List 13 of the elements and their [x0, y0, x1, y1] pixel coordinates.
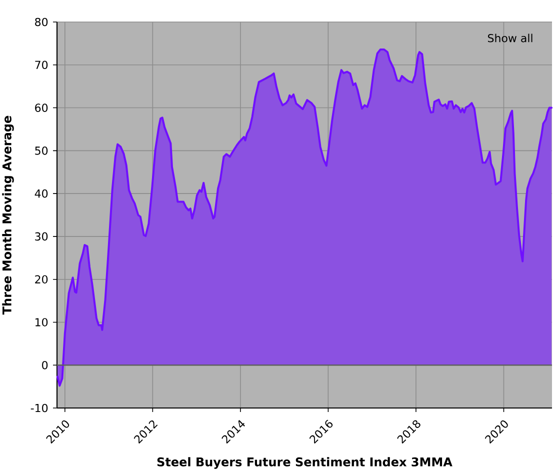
y-axis-title: Three Month Moving Average — [2, 116, 14, 315]
x-axis-title: Steel Buyers Future Sentiment Index 3MMA — [157, 457, 452, 469]
y-tick-label: 10 — [36, 318, 48, 326]
y-tick-label: 20 — [35, 275, 48, 284]
annotation: Show all — [488, 34, 532, 42]
y-tick-label: -10 — [30, 404, 48, 412]
y-tick-label: 80 — [35, 18, 48, 26]
y-tick-label: 30 — [35, 232, 48, 241]
y-tick-label: 40 — [34, 189, 48, 198]
y-tick-label: 60 — [35, 104, 48, 112]
y-tick-label: 70 — [35, 60, 48, 70]
y-tick-label: 50 — [35, 146, 48, 155]
y-tick-label: 0 — [42, 360, 48, 370]
